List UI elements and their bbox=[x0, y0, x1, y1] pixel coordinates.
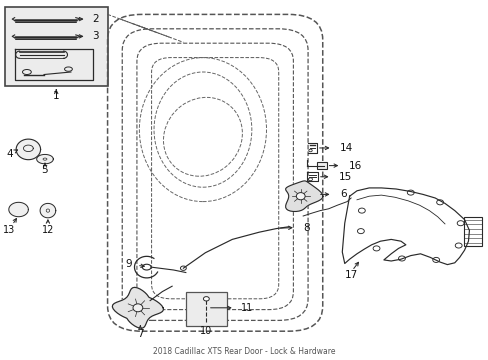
Polygon shape bbox=[16, 139, 41, 160]
Polygon shape bbox=[37, 154, 53, 164]
Bar bbox=[5, 7, 107, 86]
Bar bbox=[316, 162, 326, 169]
Text: 11: 11 bbox=[240, 303, 252, 313]
Text: 7: 7 bbox=[137, 329, 143, 339]
Polygon shape bbox=[9, 202, 28, 217]
Ellipse shape bbox=[203, 297, 209, 301]
Text: 3: 3 bbox=[92, 31, 99, 41]
Text: 13: 13 bbox=[2, 225, 15, 235]
Text: 14: 14 bbox=[339, 143, 352, 153]
Text: 15: 15 bbox=[338, 172, 351, 182]
Polygon shape bbox=[40, 203, 56, 218]
Bar bbox=[463, 217, 481, 246]
Text: 17: 17 bbox=[344, 270, 357, 280]
Ellipse shape bbox=[296, 193, 305, 200]
Text: 6: 6 bbox=[339, 189, 346, 199]
Text: 10: 10 bbox=[200, 326, 212, 336]
Text: 1: 1 bbox=[53, 91, 60, 102]
Polygon shape bbox=[285, 181, 322, 211]
Bar bbox=[185, 292, 227, 326]
Text: 8: 8 bbox=[303, 222, 309, 233]
Ellipse shape bbox=[133, 304, 142, 312]
Text: 5: 5 bbox=[41, 165, 48, 175]
Text: 12: 12 bbox=[41, 225, 54, 235]
Text: 2018 Cadillac XTS Rear Door - Lock & Hardware: 2018 Cadillac XTS Rear Door - Lock & Har… bbox=[153, 347, 335, 356]
Text: 4: 4 bbox=[6, 149, 13, 159]
Text: 16: 16 bbox=[348, 161, 361, 171]
Polygon shape bbox=[112, 287, 163, 328]
Text: 9: 9 bbox=[125, 259, 132, 269]
Text: 2: 2 bbox=[92, 14, 99, 24]
